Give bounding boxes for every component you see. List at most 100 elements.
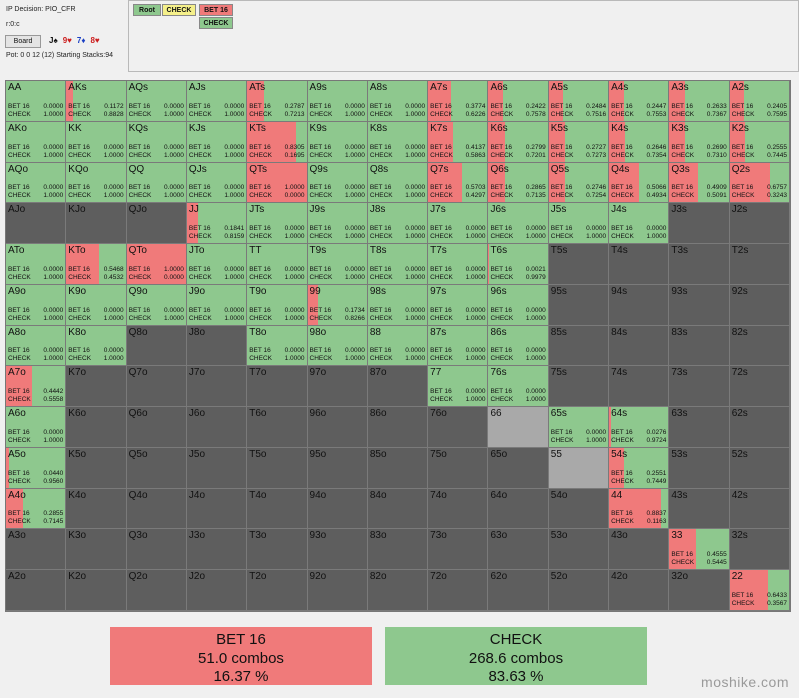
hand-cell-J8o[interactable]: J8o: [186, 325, 248, 367]
hand-cell-44[interactable]: 44 BET 16 0.8837 CHECK 0.1163: [609, 488, 670, 530]
hand-cell-T6s[interactable]: T6s BET 16 0.0021 CHECK 0.9979: [488, 244, 549, 285]
hand-cell-53s[interactable]: 53s: [669, 447, 730, 489]
hand-cell-AQo[interactable]: AQo BET 16 0.0000 CHECK 1.0000: [6, 162, 67, 204]
hand-cell-A5o[interactable]: A5o BET 16 0.0440 CHECK 0.9560: [6, 447, 67, 489]
hand-cell-63o[interactable]: 63o: [488, 529, 549, 571]
hand-cell-ATs[interactable]: ATs BET 16 0.2787 CHECK 0.7213: [247, 81, 308, 122]
hand-cell-JTs[interactable]: JTs BET 16 0.0000 CHECK 1.0000: [247, 203, 308, 245]
hand-cell-J7s[interactable]: J7s BET 16 0.0000 CHECK 1.0000: [428, 203, 489, 245]
hand-cell-42o[interactable]: 42o: [609, 570, 670, 611]
hand-cell-66[interactable]: 66: [488, 407, 549, 448]
hand-cell-A7s[interactable]: A7s BET 16 0.3774 CHECK 0.6226: [428, 81, 489, 122]
hand-cell-T4o[interactable]: T4o: [247, 488, 308, 530]
hand-cell-96o[interactable]: 96o: [307, 407, 368, 448]
hand-cell-KQs[interactable]: KQs BET 16 0.0000 CHECK 1.0000: [126, 121, 187, 163]
hand-cell-84s[interactable]: 84s: [609, 325, 670, 367]
hand-cell-T9o[interactable]: T9o BET 16 0.0000 CHECK 1.0000: [247, 284, 308, 326]
hand-cell-Q6s[interactable]: Q6s BET 16 0.2865 CHECK 0.7135: [488, 162, 549, 204]
hand-cell-Q4s[interactable]: Q4s BET 16 0.5066 CHECK 0.4934: [609, 162, 670, 204]
hand-cell-42s[interactable]: 42s: [729, 488, 790, 530]
hand-cell-88[interactable]: 88 BET 16 0.0000 CHECK 1.0000: [367, 325, 429, 367]
hand-cell-32s[interactable]: 32s: [729, 529, 790, 571]
hand-cell-Q7s[interactable]: Q7s BET 16 0.5703 CHECK 0.4297: [428, 162, 489, 204]
hand-cell-K8o[interactable]: K8o BET 16 0.0000 CHECK 1.0000: [66, 325, 127, 367]
hand-cell-QTo[interactable]: QTo BET 16 1.0000 CHECK 0.0000: [126, 244, 187, 285]
hand-cell-AKs[interactable]: AKs BET 16 0.1172 CHECK 0.8828: [66, 81, 127, 122]
hand-cell-Q3s[interactable]: Q3s BET 16 0.4909 CHECK 0.5091: [669, 162, 730, 204]
hand-cell-J6o[interactable]: J6o: [186, 407, 248, 448]
hand-cell-76o[interactable]: 76o: [428, 407, 489, 448]
hand-cell-83s[interactable]: 83s: [669, 325, 730, 367]
hand-cell-J4s[interactable]: J4s BET 16 0.0000 CHECK 1.0000: [609, 203, 670, 245]
hand-cell-53o[interactable]: 53o: [548, 529, 610, 571]
hand-cell-83o[interactable]: 83o: [367, 529, 429, 571]
hand-cell-T2o[interactable]: T2o: [247, 570, 308, 611]
hand-cell-82o[interactable]: 82o: [367, 570, 429, 611]
hand-cell-52s[interactable]: 52s: [729, 447, 790, 489]
hand-cell-J5s[interactable]: J5s BET 16 0.0000 CHECK 1.0000: [548, 203, 610, 245]
hand-cell-A4o[interactable]: A4o BET 16 0.2855 CHECK 0.7145: [6, 488, 67, 530]
hand-cell-55[interactable]: 55: [548, 447, 610, 489]
hand-cell-J2o[interactable]: J2o: [186, 570, 248, 611]
hand-cell-K7s[interactable]: K7s BET 16 0.4137 CHECK 0.5863: [428, 121, 489, 163]
hand-cell-22[interactable]: 22 BET 16 0.6433 CHECK 0.3567: [729, 570, 790, 611]
hand-cell-54o[interactable]: 54o: [548, 488, 610, 530]
hand-cell-73s[interactable]: 73s: [669, 366, 730, 408]
hand-cell-54s[interactable]: 54s BET 16 0.2551 CHECK 0.7449: [609, 447, 670, 489]
hand-cell-J2s[interactable]: J2s: [729, 203, 790, 245]
hand-cell-84o[interactable]: 84o: [367, 488, 429, 530]
hand-cell-KJs[interactable]: KJs BET 16 0.0000 CHECK 1.0000: [186, 121, 248, 163]
hand-cell-62o[interactable]: 62o: [488, 570, 549, 611]
hand-cell-33[interactable]: 33 BET 16 0.4555 CHECK 0.5445: [669, 529, 730, 571]
hand-cell-99[interactable]: 99 BET 16 0.1734 CHECK 0.8266: [307, 284, 368, 326]
hand-cell-KTs[interactable]: KTs BET 16 0.8305 CHECK 0.1695: [247, 121, 308, 163]
hand-cell-KQo[interactable]: KQo BET 16 0.0000 CHECK 1.0000: [66, 162, 127, 204]
hand-cell-87o[interactable]: 87o: [367, 366, 429, 408]
hand-cell-TT[interactable]: TT BET 16 0.0000 CHECK 1.0000: [247, 244, 308, 285]
hand-cell-T5s[interactable]: T5s: [548, 244, 610, 285]
hand-cell-98o[interactable]: 98o BET 16 0.0000 CHECK 1.0000: [307, 325, 368, 367]
hand-cell-AA[interactable]: AA BET 16 0.0000 CHECK 1.0000: [6, 81, 67, 122]
hand-cell-Q2s[interactable]: Q2s BET 16 0.6757 CHECK 0.3243: [729, 162, 790, 204]
hand-cell-75o[interactable]: 75o: [428, 447, 489, 489]
hand-cell-K9o[interactable]: K9o BET 16 0.0000 CHECK 1.0000: [66, 284, 127, 326]
hand-cell-K6s[interactable]: K6s BET 16 0.2799 CHECK 0.7201: [488, 121, 549, 163]
hand-cell-QQ[interactable]: QQ BET 16 0.0000 CHECK 1.0000: [126, 162, 187, 204]
hand-cell-K9s[interactable]: K9s BET 16 0.0000 CHECK 1.0000: [307, 121, 368, 163]
hand-cell-AKo[interactable]: AKo BET 16 0.0000 CHECK 1.0000: [6, 121, 67, 163]
hand-cell-87s[interactable]: 87s BET 16 0.0000 CHECK 1.0000: [428, 325, 489, 367]
hand-cell-96s[interactable]: 96s BET 16 0.0000 CHECK 1.0000: [488, 284, 549, 326]
hand-cell-A2s[interactable]: A2s BET 16 0.2405 CHECK 0.7595: [729, 81, 790, 122]
hand-cell-97o[interactable]: 97o: [307, 366, 368, 408]
hand-cell-T3o[interactable]: T3o: [247, 529, 308, 571]
hand-cell-J5o[interactable]: J5o: [186, 447, 248, 489]
hand-cell-KTo[interactable]: KTo BET 16 0.5468 CHECK 0.4532: [66, 244, 127, 285]
hand-cell-86s[interactable]: 86s BET 16 0.0000 CHECK 1.0000: [488, 325, 549, 367]
hand-cell-77[interactable]: 77 BET 16 0.0000 CHECK 1.0000: [428, 366, 489, 408]
hand-cell-Q5s[interactable]: Q5s BET 16 0.2746 CHECK 0.7254: [548, 162, 610, 204]
hand-cell-ATo[interactable]: ATo BET 16 0.0000 CHECK 1.0000: [6, 244, 67, 285]
hand-cell-K4s[interactable]: K4s BET 16 0.2646 CHECK 0.7354: [609, 121, 670, 163]
hand-cell-K7o[interactable]: K7o: [66, 366, 127, 408]
tree-node-root[interactable]: Root: [133, 4, 161, 16]
hand-cell-T8s[interactable]: T8s BET 16 0.0000 CHECK 1.0000: [367, 244, 429, 285]
hand-cell-Q9o[interactable]: Q9o BET 16 0.0000 CHECK 1.0000: [126, 284, 187, 326]
hand-cell-AJs[interactable]: AJs BET 16 0.0000 CHECK 1.0000: [186, 81, 248, 122]
tree-node-bet16[interactable]: BET 16: [199, 4, 233, 16]
hand-cell-QJs[interactable]: QJs BET 16 0.0000 CHECK 1.0000: [186, 162, 248, 204]
hand-cell-74o[interactable]: 74o: [428, 488, 489, 530]
hand-cell-J9s[interactable]: J9s BET 16 0.0000 CHECK 1.0000: [307, 203, 368, 245]
hand-cell-J8s[interactable]: J8s BET 16 0.0000 CHECK 1.0000: [367, 203, 429, 245]
hand-cell-Q8s[interactable]: Q8s BET 16 0.0000 CHECK 1.0000: [367, 162, 429, 204]
hand-cell-T2s[interactable]: T2s: [729, 244, 790, 285]
hand-cell-98s[interactable]: 98s BET 16 0.0000 CHECK 1.0000: [367, 284, 429, 326]
board-button[interactable]: Board: [5, 35, 41, 48]
hand-cell-Q9s[interactable]: Q9s BET 16 0.0000 CHECK 1.0000: [307, 162, 368, 204]
hand-cell-75s[interactable]: 75s: [548, 366, 610, 408]
hand-cell-KK[interactable]: KK BET 16 0.0000 CHECK 1.0000: [66, 121, 127, 163]
tree-node-check-response[interactable]: CHECK: [199, 17, 233, 29]
hand-cell-A3s[interactable]: A3s BET 16 0.2633 CHECK 0.7367: [669, 81, 730, 122]
hand-cell-T5o[interactable]: T5o: [247, 447, 308, 489]
hand-cell-A9o[interactable]: A9o BET 16 0.0000 CHECK 1.0000: [6, 284, 67, 326]
hand-cell-T9s[interactable]: T9s BET 16 0.0000 CHECK 1.0000: [307, 244, 368, 285]
